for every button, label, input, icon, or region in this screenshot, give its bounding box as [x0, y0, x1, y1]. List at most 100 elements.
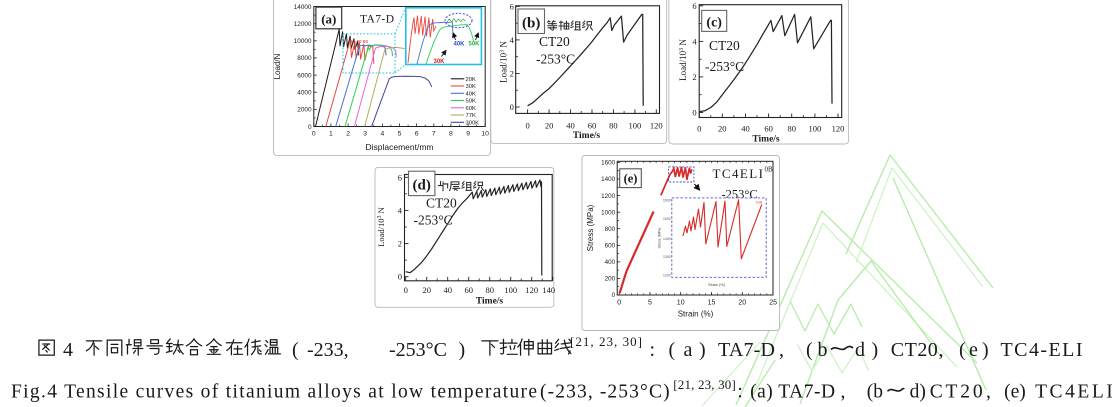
svg-text:30K: 30K: [434, 59, 446, 65]
svg-text:2: 2: [510, 69, 514, 79]
svg-text:100: 100: [504, 285, 517, 295]
svg-text:): ): [699, 339, 706, 361]
svg-text:4: 4: [63, 339, 73, 361]
svg-text:(d): (d): [413, 178, 431, 194]
svg-text:4: 4: [398, 205, 403, 215]
svg-text:e: e: [969, 339, 978, 361]
svg-text:CT20: CT20: [539, 34, 570, 49]
svg-text:1200: 1200: [663, 274, 671, 278]
svg-text:10: 10: [481, 131, 489, 138]
svg-text:0: 0: [697, 124, 701, 134]
svg-text:[21, 23, 30]: [21, 23, 30]: [673, 377, 736, 392]
svg-text:[21, 23, 30]: [21, 23, 30]: [570, 334, 642, 349]
svg-text:5: 5: [398, 131, 402, 138]
svg-text:120: 120: [525, 285, 538, 295]
svg-text:(: (: [806, 339, 813, 361]
svg-text:Fig.4 Tensile curves of titani: Fig.4 Tensile curves of titanium alloys …: [11, 381, 537, 402]
svg-text:10000: 10000: [294, 38, 312, 45]
svg-text:): ): [872, 339, 879, 361]
svg-text:120: 120: [832, 124, 845, 134]
svg-text:400: 400: [605, 259, 616, 266]
svg-text:-233,: -233,: [307, 339, 349, 361]
svg-text:4: 4: [510, 35, 515, 45]
svg-text:40K: 40K: [466, 91, 476, 97]
svg-text:TA7-D: TA7-D: [360, 14, 394, 26]
svg-text:30K: 30K: [466, 84, 476, 90]
svg-text:6: 6: [415, 131, 419, 138]
svg-text:1500: 1500: [663, 217, 671, 221]
svg-text:800: 800: [605, 226, 616, 233]
svg-text:TA7-D: TA7-D: [718, 339, 775, 361]
svg-text:(: (: [292, 339, 299, 361]
svg-text:(a): (a): [321, 12, 336, 27]
svg-text:-253°C: -253°C: [705, 59, 744, 74]
svg-text:4000: 4000: [297, 90, 312, 97]
svg-text:50K: 50K: [466, 99, 476, 105]
svg-text:): ): [982, 339, 989, 361]
svg-text:Load/103 N: Load/103 N: [499, 41, 509, 83]
svg-text:4: 4: [381, 131, 385, 138]
svg-text:200: 200: [605, 276, 616, 283]
svg-text:300K: 300K: [466, 120, 480, 126]
svg-text:(: (: [959, 339, 966, 361]
svg-text:60: 60: [464, 285, 473, 295]
svg-text:0: 0: [404, 285, 408, 295]
svg-text:100: 100: [629, 120, 642, 130]
svg-text:(e): (e): [1004, 381, 1026, 402]
svg-text:(c): (c): [706, 16, 722, 31]
svg-text:CT20: CT20: [930, 381, 983, 402]
svg-text:CT20: CT20: [891, 339, 938, 361]
svg-text:1600: 1600: [601, 160, 616, 167]
svg-text:0: 0: [525, 120, 529, 130]
svg-text:Load/103 N: Load/103 N: [376, 207, 386, 247]
svg-text:80: 80: [485, 285, 494, 295]
svg-text:6: 6: [510, 1, 514, 11]
svg-text:1300: 1300: [663, 255, 671, 259]
svg-text:5: 5: [648, 300, 652, 307]
svg-text:60K: 60K: [466, 106, 476, 112]
svg-text:,: ,: [779, 339, 784, 361]
svg-text:TC4ELI: TC4ELI: [1035, 381, 1113, 402]
svg-text:60: 60: [588, 120, 597, 130]
svg-text:0: 0: [612, 292, 616, 299]
svg-text:CT20: CT20: [709, 38, 740, 53]
svg-text:9: 9: [466, 131, 470, 138]
svg-text:8000: 8000: [297, 55, 312, 62]
svg-text:140: 140: [542, 285, 555, 295]
svg-text:120: 120: [650, 120, 663, 130]
svg-text:-253°C: -253°C: [414, 213, 453, 228]
svg-text:8: 8: [449, 131, 453, 138]
svg-text:-253°C: -253°C: [389, 339, 447, 361]
svg-text:40: 40: [566, 120, 575, 130]
svg-text:Load/N: Load/N: [273, 53, 282, 79]
svg-text:2: 2: [692, 72, 696, 82]
svg-text:6: 6: [692, 1, 696, 11]
svg-text:b: b: [818, 339, 828, 361]
svg-text:80: 80: [787, 124, 796, 134]
svg-text:(a) TA7-D: (a) TA7-D: [750, 381, 835, 402]
svg-text:0: 0: [510, 102, 514, 112]
svg-text:TC4ELI: TC4ELI: [713, 166, 764, 181]
svg-text:(b: (b: [867, 381, 883, 402]
svg-text:30 40 50: 30 40 50: [350, 39, 368, 44]
svg-text:0: 0: [312, 131, 316, 138]
svg-text:1200: 1200: [601, 193, 616, 200]
svg-text:50K: 50K: [469, 42, 481, 48]
svg-text:TC4-ELI: TC4-ELI: [1001, 339, 1083, 361]
svg-text:6: 6: [398, 172, 402, 182]
svg-text:Time/s: Time/s: [573, 131, 601, 141]
svg-text:0: 0: [617, 300, 621, 307]
svg-text:0: 0: [398, 272, 402, 282]
svg-text:Stress (MPa): Stress (MPa): [586, 204, 595, 251]
svg-text:1400: 1400: [663, 237, 671, 241]
svg-text:1: 1: [329, 131, 333, 138]
svg-text:Strain (%): Strain (%): [678, 310, 714, 319]
svg-text:40K: 40K: [454, 42, 466, 48]
svg-text:1000: 1000: [601, 209, 616, 216]
svg-text:80: 80: [609, 120, 618, 130]
svg-text:40: 40: [741, 124, 750, 134]
svg-text:(: (: [669, 339, 676, 361]
svg-text::: :: [737, 381, 742, 402]
svg-text:0: 0: [308, 124, 312, 131]
svg-text:Load/103 N: Load/103 N: [678, 39, 688, 81]
